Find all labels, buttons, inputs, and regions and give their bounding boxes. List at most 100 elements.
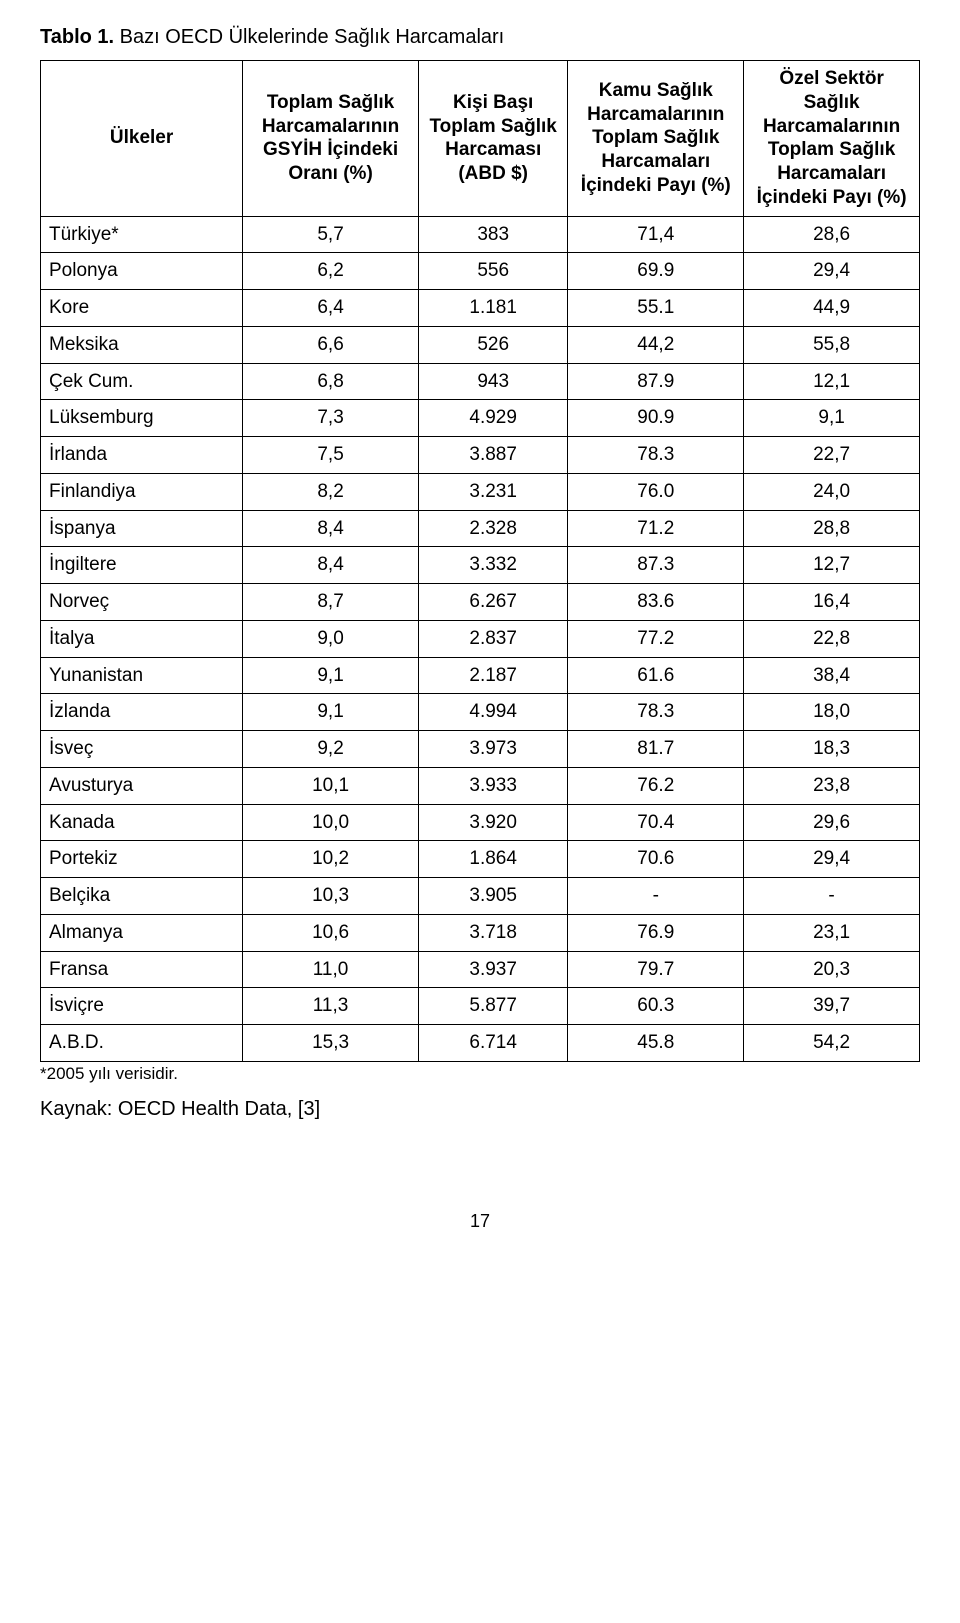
cell-col1: 9,2 xyxy=(243,731,419,768)
cell-col3: 55.1 xyxy=(568,290,744,327)
cell-col2: 2.328 xyxy=(418,510,567,547)
cell-country: İtalya xyxy=(41,620,243,657)
cell-col4: 20,3 xyxy=(744,951,920,988)
cell-col3: 76.9 xyxy=(568,914,744,951)
cell-col1: 8,2 xyxy=(243,473,419,510)
cell-col2: 3.920 xyxy=(418,804,567,841)
cell-col4: 39,7 xyxy=(744,988,920,1025)
table-row: İzlanda9,14.99478.318,0 xyxy=(41,694,920,731)
cell-country: A.B.D. xyxy=(41,1025,243,1062)
cell-col4: 29,4 xyxy=(744,841,920,878)
cell-col4: 12,1 xyxy=(744,363,920,400)
cell-country: Kore xyxy=(41,290,243,327)
cell-col3: 69.9 xyxy=(568,253,744,290)
table-row: Norveç8,76.26783.616,4 xyxy=(41,584,920,621)
cell-country: Meksika xyxy=(41,326,243,363)
cell-col4: 55,8 xyxy=(744,326,920,363)
footnote: *2005 yılı verisidir. xyxy=(40,1064,920,1084)
cell-col3: 61.6 xyxy=(568,657,744,694)
cell-col4: 9,1 xyxy=(744,400,920,437)
title-rest: Bazı OECD Ülkelerinde Sağlık Harcamaları xyxy=(114,26,504,48)
cell-col3: 76.2 xyxy=(568,767,744,804)
cell-country: İsveç xyxy=(41,731,243,768)
cell-country: Çek Cum. xyxy=(41,363,243,400)
table-row: Çek Cum.6,894387.912,1 xyxy=(41,363,920,400)
cell-col1: 10,3 xyxy=(243,878,419,915)
table-row: Kanada10,03.92070.429,6 xyxy=(41,804,920,841)
cell-col2: 3.933 xyxy=(418,767,567,804)
cell-col2: 943 xyxy=(418,363,567,400)
table-row: Fransa11,03.93779.720,3 xyxy=(41,951,920,988)
cell-country: Portekiz xyxy=(41,841,243,878)
cell-col3: 78.3 xyxy=(568,694,744,731)
cell-country: Lüksemburg xyxy=(41,400,243,437)
table-row: İngiltere8,43.33287.312,7 xyxy=(41,547,920,584)
oecd-health-table: Ülkeler Toplam Sağlık Harcamalarının GSY… xyxy=(40,60,920,1062)
cell-country: İspanya xyxy=(41,510,243,547)
header-gdp-share: Toplam Sağlık Harcamalarının GSYİH İçind… xyxy=(243,61,419,217)
table-row: Kore6,41.18155.144,9 xyxy=(41,290,920,327)
cell-col3: 83.6 xyxy=(568,584,744,621)
cell-col4: 44,9 xyxy=(744,290,920,327)
table-row: Meksika6,652644,255,8 xyxy=(41,326,920,363)
cell-col4: 29,6 xyxy=(744,804,920,841)
table-row: Finlandiya8,23.23176.024,0 xyxy=(41,473,920,510)
header-per-capita: Kişi Başı Toplam Sağlık Harcaması (ABD $… xyxy=(418,61,567,217)
cell-col4: 18,3 xyxy=(744,731,920,768)
table-row: İsveç9,23.97381.718,3 xyxy=(41,731,920,768)
table-row: İrlanda7,53.88778.322,7 xyxy=(41,437,920,474)
cell-country: Fransa xyxy=(41,951,243,988)
cell-country: İrlanda xyxy=(41,437,243,474)
cell-col4: 22,8 xyxy=(744,620,920,657)
cell-col2: 3.973 xyxy=(418,731,567,768)
cell-col3: 71,4 xyxy=(568,216,744,253)
cell-col1: 11,3 xyxy=(243,988,419,1025)
table-row: Belçika10,33.905-- xyxy=(41,878,920,915)
header-private-share: Özel Sektör Sağlık Harcamalarının Toplam… xyxy=(744,61,920,217)
cell-col2: 6.714 xyxy=(418,1025,567,1062)
table-row: Avusturya10,13.93376.223,8 xyxy=(41,767,920,804)
cell-col1: 15,3 xyxy=(243,1025,419,1062)
cell-country: İsviçre xyxy=(41,988,243,1025)
cell-col3: 81.7 xyxy=(568,731,744,768)
cell-col3: 87.3 xyxy=(568,547,744,584)
cell-col2: 556 xyxy=(418,253,567,290)
header-countries: Ülkeler xyxy=(41,61,243,217)
table-row: Polonya6,255669.929,4 xyxy=(41,253,920,290)
cell-col1: 6,6 xyxy=(243,326,419,363)
header-public-share: Kamu Sağlık Harcamalarının Toplam Sağlık… xyxy=(568,61,744,217)
cell-col1: 11,0 xyxy=(243,951,419,988)
cell-country: Avusturya xyxy=(41,767,243,804)
table-row: Yunanistan9,12.18761.638,4 xyxy=(41,657,920,694)
cell-country: Türkiye* xyxy=(41,216,243,253)
table-body: Türkiye*5,738371,428,6Polonya6,255669.92… xyxy=(41,216,920,1061)
cell-col1: 8,4 xyxy=(243,547,419,584)
cell-col4: 22,7 xyxy=(744,437,920,474)
table-row: Portekiz10,21.86470.629,4 xyxy=(41,841,920,878)
cell-col1: 9,0 xyxy=(243,620,419,657)
cell-col2: 4.929 xyxy=(418,400,567,437)
cell-col1: 6,2 xyxy=(243,253,419,290)
cell-col1: 10,2 xyxy=(243,841,419,878)
cell-col1: 7,3 xyxy=(243,400,419,437)
cell-col2: 3.937 xyxy=(418,951,567,988)
cell-col1: 8,7 xyxy=(243,584,419,621)
cell-col3: 60.3 xyxy=(568,988,744,1025)
cell-col1: 6,4 xyxy=(243,290,419,327)
cell-col2: 526 xyxy=(418,326,567,363)
cell-country: Norveç xyxy=(41,584,243,621)
cell-col3: 70.4 xyxy=(568,804,744,841)
cell-col3: 78.3 xyxy=(568,437,744,474)
cell-col4: 54,2 xyxy=(744,1025,920,1062)
cell-col2: 3.231 xyxy=(418,473,567,510)
cell-col4: 12,7 xyxy=(744,547,920,584)
cell-col3: 76.0 xyxy=(568,473,744,510)
cell-col4: 16,4 xyxy=(744,584,920,621)
table-row: İspanya8,42.32871.228,8 xyxy=(41,510,920,547)
cell-col2: 3.332 xyxy=(418,547,567,584)
table-header-row: Ülkeler Toplam Sağlık Harcamalarının GSY… xyxy=(41,61,920,217)
table-row: İsviçre11,35.87760.339,7 xyxy=(41,988,920,1025)
table-title: Tablo 1. Bazı OECD Ülkelerinde Sağlık Ha… xyxy=(40,24,920,50)
cell-country: Finlandiya xyxy=(41,473,243,510)
page-number: 17 xyxy=(40,1211,920,1232)
